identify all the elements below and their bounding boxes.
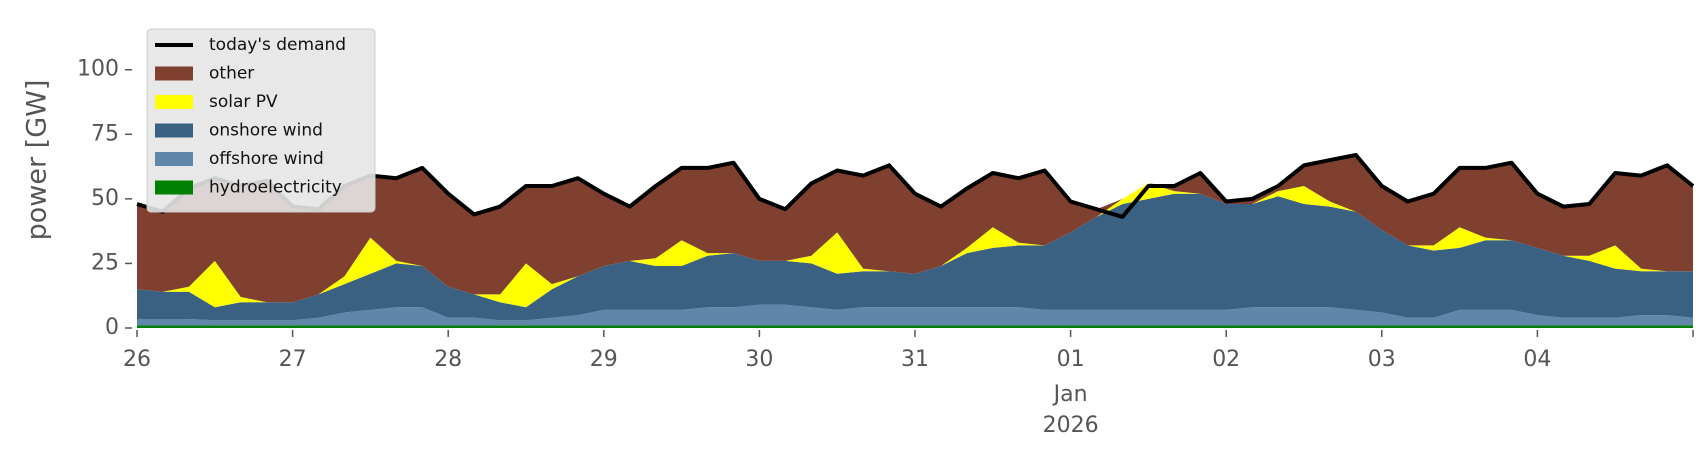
x-tick-label: 31: [901, 347, 929, 372]
legend-swatch: [155, 152, 193, 166]
plot-area: [136, 153, 1695, 328]
area: [137, 304, 1693, 326]
x-tick-label: 01: [1057, 347, 1085, 372]
x-tick-label: 27: [279, 347, 307, 372]
legend-swatch: [155, 95, 193, 109]
area: [137, 325, 1693, 328]
x-tick-label: 04: [1523, 347, 1551, 372]
legend-swatch: [155, 66, 193, 81]
area: [137, 193, 1693, 321]
line: [136, 153, 1695, 219]
y-tick-label: 0: [105, 315, 119, 340]
legend-label: solar PV: [209, 92, 278, 112]
x-month-label: Jan: [1052, 382, 1088, 407]
y-tick-label: 25: [91, 250, 119, 275]
x-tick-label: 28: [434, 347, 462, 372]
x-tick-label: 03: [1368, 347, 1396, 372]
y-tick-label: 50: [91, 186, 119, 211]
legend-label: today's demand: [209, 35, 346, 55]
legend-swatch: [155, 180, 193, 195]
legend-box: [146, 28, 376, 213]
y-tick-label: 100: [77, 57, 119, 82]
legend-swatch: [155, 123, 193, 138]
x-tick-label: 02: [1212, 347, 1240, 372]
x-year-label: 2026: [1043, 413, 1099, 438]
legend-label: offshore wind: [209, 149, 324, 169]
legend-label: other: [209, 64, 254, 84]
legend-label: onshore wind: [209, 121, 323, 141]
x-tick-label: 26: [123, 347, 151, 372]
area: [137, 155, 1693, 303]
legend-label: hydroelectricity: [209, 178, 342, 198]
y-axis-label: power [GW]: [22, 80, 53, 241]
y-tick-label: 75: [91, 121, 119, 146]
x-tick-label: 30: [745, 347, 773, 372]
x-tick-label: 29: [590, 347, 618, 372]
area: [137, 183, 1693, 308]
